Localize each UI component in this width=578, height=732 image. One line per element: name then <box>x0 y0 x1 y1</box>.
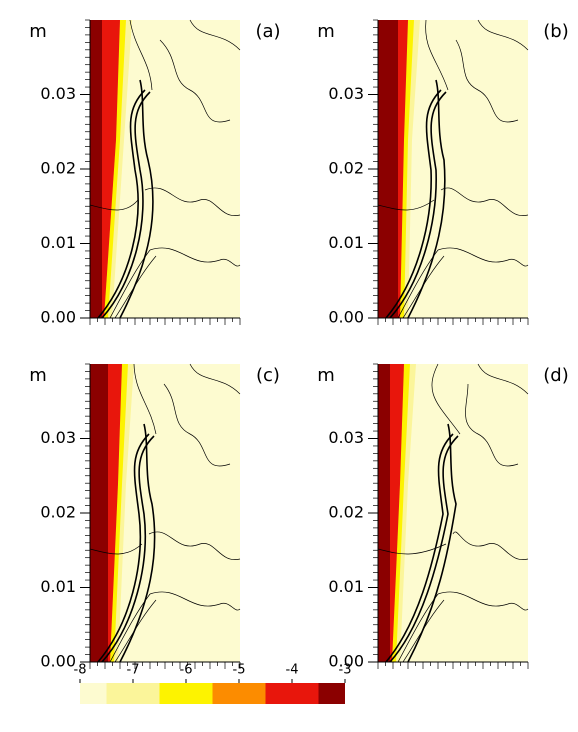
field-dark-red <box>90 364 108 662</box>
contour-line <box>109 593 157 663</box>
contour-line <box>437 591 529 611</box>
colorbar-tick-label: -3 <box>339 663 352 678</box>
y-tick-label: 0.01 <box>328 233 364 252</box>
y-tick-label: 0.02 <box>40 503 76 522</box>
colorbar-tick-label: -7 <box>127 663 140 678</box>
y-tick-label: 0.00 <box>328 308 364 327</box>
contour-line <box>407 79 446 319</box>
y-tick-label: 0.02 <box>328 159 364 178</box>
y-axis-label: m <box>29 365 47 386</box>
contour-line <box>119 423 156 663</box>
contour-line <box>189 19 241 51</box>
contour-line <box>437 247 529 267</box>
contour-line <box>149 247 241 267</box>
contour-line <box>377 543 447 555</box>
colorbar-tick-label: -4 <box>286 663 299 678</box>
contour-line <box>189 363 241 395</box>
y-tick-label: 0.00 <box>40 652 76 671</box>
contour-line <box>149 591 241 611</box>
contour-line <box>144 187 241 216</box>
colorbar-tick-label: -6 <box>180 663 193 678</box>
contour-line <box>159 39 231 123</box>
contour-field <box>89 19 241 319</box>
panel-label: (d) <box>543 365 568 386</box>
contour-line <box>97 433 150 663</box>
contour-line <box>101 435 155 663</box>
contour-line <box>397 249 445 319</box>
y-tick-label: 0.00 <box>40 308 76 327</box>
contour-line <box>440 187 529 216</box>
colorbar-tick-label: -8 <box>74 663 87 678</box>
y-tick-label: 0.03 <box>40 428 76 447</box>
contour-line <box>431 363 461 435</box>
y-tick-label: 0.01 <box>40 233 76 252</box>
contour-line <box>385 89 442 319</box>
contour-line <box>397 593 445 663</box>
contour-line <box>101 91 151 319</box>
contour-line <box>163 383 231 467</box>
contour-field <box>377 19 529 319</box>
y-tick-label: 0.01 <box>328 577 364 596</box>
y-tick-label: 0.02 <box>40 159 76 178</box>
contour-field <box>377 363 529 663</box>
y-tick-label: 0.03 <box>328 428 364 447</box>
panel-label: (a) <box>255 21 280 42</box>
panel-label: (c) <box>256 365 280 386</box>
contour-line <box>97 89 146 319</box>
y-tick-label: 0.03 <box>40 84 76 103</box>
colorbar-bin <box>159 683 213 704</box>
y-axis-label: m <box>29 21 47 42</box>
field-dark-red <box>378 20 398 318</box>
y-tick-label: 0.01 <box>40 577 76 596</box>
y-axis-label: m <box>317 21 335 42</box>
contour-line <box>452 531 529 560</box>
contour-line <box>89 543 143 555</box>
contour-line <box>477 363 529 395</box>
colorbar-bin <box>318 683 345 704</box>
panel-label: (b) <box>543 21 568 42</box>
contour-line <box>148 531 241 560</box>
colorbar-bin <box>80 683 107 704</box>
field-dark-red <box>90 20 102 318</box>
contour-line <box>129 19 153 91</box>
contour-line <box>109 249 157 319</box>
contour-line <box>425 19 449 91</box>
y-axis-label: m <box>317 365 335 386</box>
contour-line <box>407 423 457 663</box>
colorbar-bin <box>265 683 319 704</box>
y-tick-label: 0.00 <box>328 652 364 671</box>
contour-line <box>119 79 154 319</box>
contour-line <box>389 91 447 319</box>
colorbar-bin <box>212 683 266 704</box>
contour-line <box>389 435 459 663</box>
contour-line <box>133 363 157 435</box>
colorbar-bin <box>106 683 160 704</box>
contour-field <box>89 363 241 663</box>
field-dark-red <box>378 364 390 662</box>
contour-line <box>377 199 435 211</box>
y-tick-label: 0.03 <box>328 84 364 103</box>
contour-line <box>385 433 454 663</box>
y-tick-label: 0.02 <box>328 503 364 522</box>
colorbar-tick-label: -5 <box>233 663 246 678</box>
contour-line <box>89 199 139 211</box>
contour-line <box>465 383 519 467</box>
contour-line <box>455 39 519 123</box>
contour-line <box>477 19 529 51</box>
